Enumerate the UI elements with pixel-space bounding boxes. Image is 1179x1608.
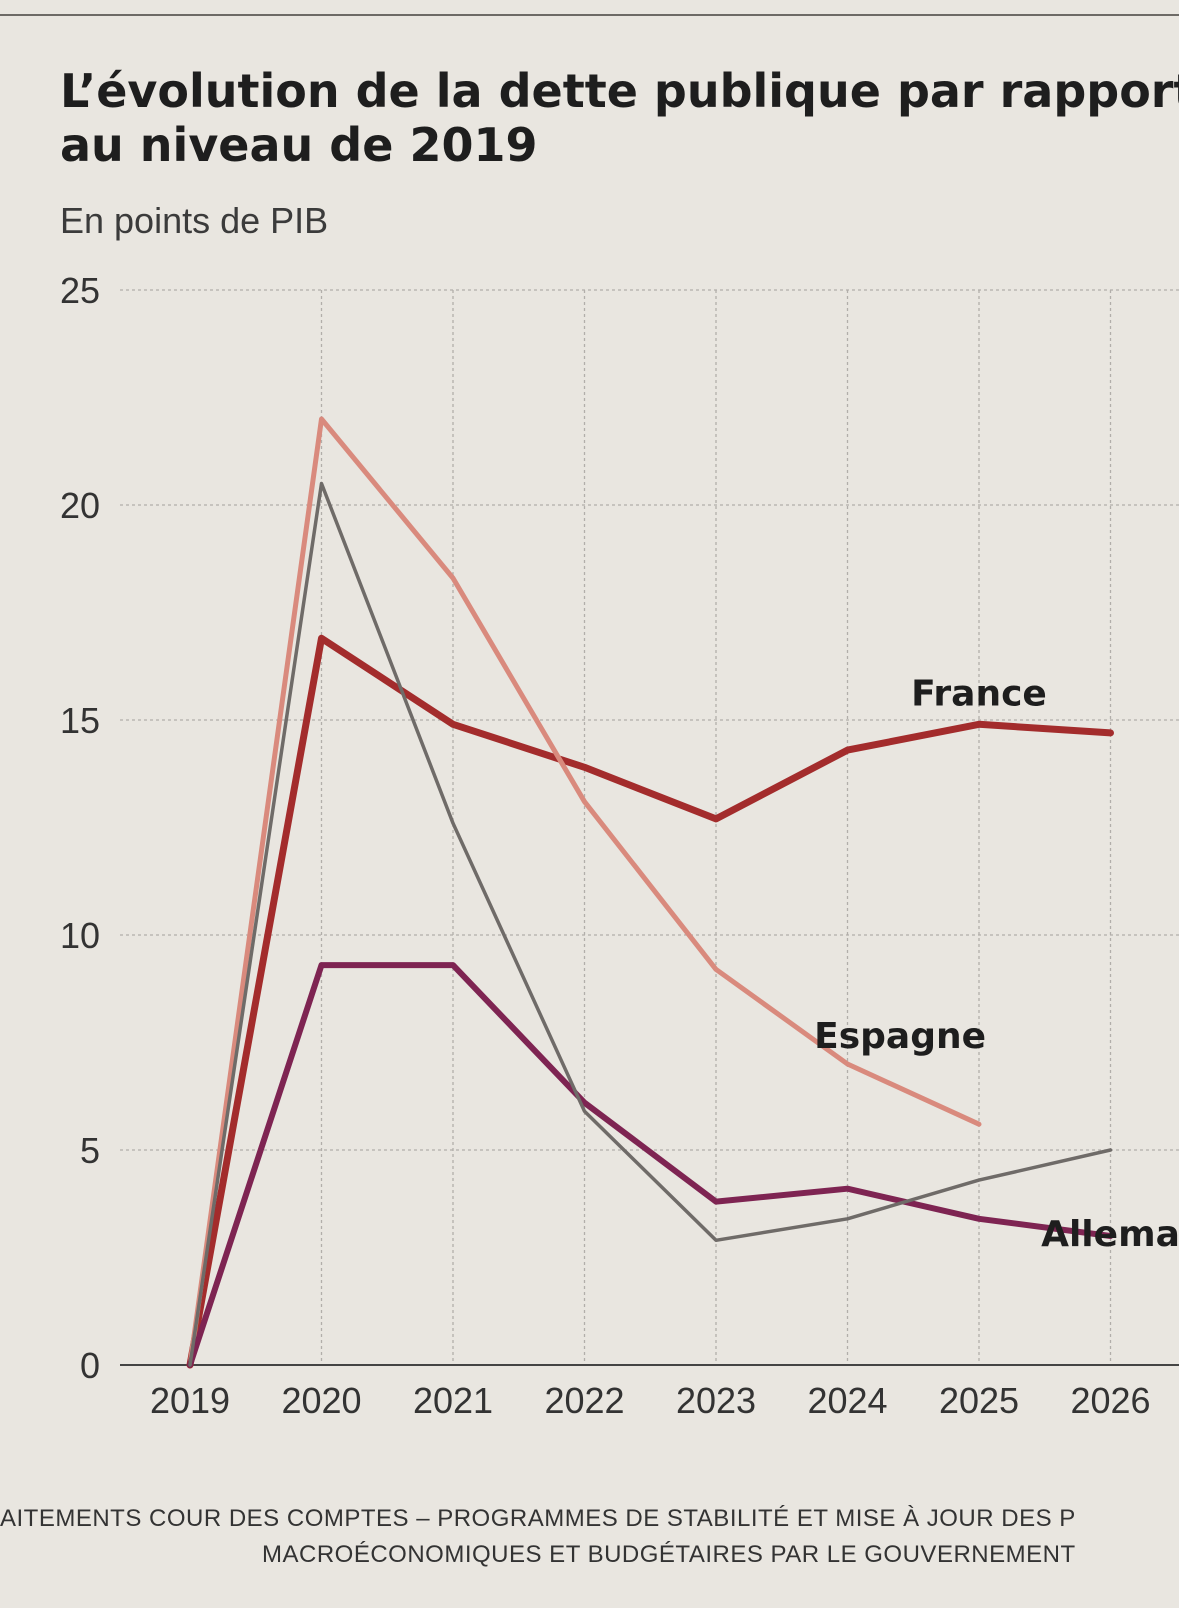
series-label: Espagne bbox=[814, 1016, 986, 1057]
y-tick-label: 0 bbox=[80, 1345, 100, 1386]
y-tick-label: 20 bbox=[60, 485, 100, 526]
source-line-1: AITEMENTS COUR DES COMPTES – PROGRAMMES … bbox=[0, 1505, 1076, 1532]
series-line-unlabeled bbox=[188, 481, 1113, 1367]
series-line-france bbox=[186, 634, 1114, 1369]
y-tick-label: 5 bbox=[80, 1130, 100, 1171]
x-tick-label: 2024 bbox=[807, 1380, 887, 1421]
x-tick-label: 2023 bbox=[676, 1380, 756, 1421]
series-label: France bbox=[911, 673, 1047, 714]
series-label: Allema bbox=[1041, 1214, 1179, 1255]
top-rule bbox=[0, 14, 1179, 16]
x-tick-label: 2026 bbox=[1070, 1380, 1150, 1421]
series-line-allema bbox=[187, 962, 1114, 1368]
x-tick-label: 2021 bbox=[413, 1380, 493, 1421]
x-tick-label: 2022 bbox=[544, 1380, 624, 1421]
x-tick-label: 2020 bbox=[281, 1380, 361, 1421]
chart-title: L’évolution de la dette publique par rap… bbox=[60, 64, 1179, 172]
x-tick-label: 2025 bbox=[939, 1380, 1019, 1421]
x-tick-label: 2019 bbox=[150, 1380, 230, 1421]
series-line-espagne bbox=[187, 416, 982, 1368]
y-tick-label: 10 bbox=[60, 915, 100, 956]
title-line-2: au niveau de 2019 bbox=[60, 118, 538, 172]
chart-subtitle: En points de PIB bbox=[60, 200, 329, 241]
y-tick-label: 15 bbox=[60, 700, 100, 741]
source-line-2: MACROÉCONOMIQUES ET BUDGÉTAIRES PAR LE G… bbox=[262, 1541, 1076, 1568]
y-tick-label: 25 bbox=[60, 270, 100, 311]
title-line-1: L’évolution de la dette publique par rap… bbox=[60, 64, 1179, 118]
